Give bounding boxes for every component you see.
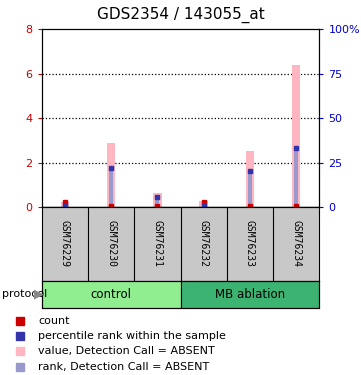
Text: GSM76230: GSM76230 xyxy=(106,220,116,267)
Text: MB ablation: MB ablation xyxy=(215,288,285,300)
Text: count: count xyxy=(38,316,69,326)
Text: GDS2354 / 143055_at: GDS2354 / 143055_at xyxy=(97,6,264,22)
Bar xyxy=(292,65,300,207)
Text: GSM76231: GSM76231 xyxy=(152,220,162,267)
Text: GSM76234: GSM76234 xyxy=(291,220,301,267)
Bar xyxy=(107,143,115,207)
Text: GSM76233: GSM76233 xyxy=(245,220,255,267)
Bar xyxy=(61,202,69,207)
Bar xyxy=(295,148,298,207)
FancyBboxPatch shape xyxy=(180,280,319,308)
Bar xyxy=(63,206,66,207)
Text: value, Detection Call = ABSENT: value, Detection Call = ABSENT xyxy=(38,346,215,357)
Text: rank, Detection Call = ABSENT: rank, Detection Call = ABSENT xyxy=(38,362,209,372)
FancyBboxPatch shape xyxy=(42,280,180,308)
Bar xyxy=(156,197,159,207)
Text: ▶: ▶ xyxy=(34,288,43,300)
Bar xyxy=(109,168,113,207)
Text: control: control xyxy=(91,288,131,300)
Text: GSM76232: GSM76232 xyxy=(199,220,209,267)
Bar xyxy=(246,151,254,207)
Text: percentile rank within the sample: percentile rank within the sample xyxy=(38,331,226,341)
Bar xyxy=(153,193,161,207)
Bar xyxy=(248,171,252,207)
Bar xyxy=(200,201,208,207)
Text: protocol: protocol xyxy=(2,289,47,299)
Text: GSM76229: GSM76229 xyxy=(60,220,70,267)
Bar xyxy=(202,206,205,207)
